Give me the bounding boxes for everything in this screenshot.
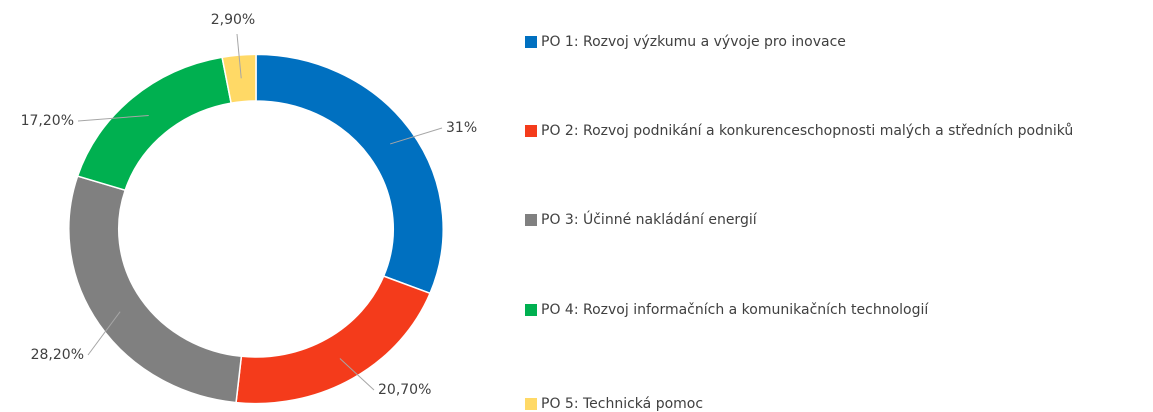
legend-label: PO 4: Rozvoj informačních a komunikačníc… [541, 302, 929, 318]
donut-slice [255, 53, 444, 295]
leader-line [87, 311, 121, 356]
leader-line [390, 127, 443, 145]
leader-line [77, 114, 149, 122]
legend-swatch [525, 36, 537, 48]
donut-slice [221, 53, 257, 104]
data-label: 20,70% [378, 382, 431, 398]
legend-swatch [525, 214, 537, 226]
legend-label: PO 1: Rozvoj výzkumu a vývoje pro inovac… [541, 34, 846, 50]
data-label: 28,20% [31, 347, 84, 363]
data-label: 2,90% [211, 12, 255, 28]
leader-line [339, 358, 375, 391]
legend-swatch [525, 304, 537, 316]
data-label: 17,20% [21, 113, 74, 129]
legend-label: PO 2: Rozvoj podnikání a konkurenceschop… [541, 123, 1073, 139]
donut-slice [68, 175, 243, 404]
data-label: 31% [446, 120, 477, 136]
legend-label: PO 5: Technická pomoc [541, 396, 703, 412]
legend-swatch [525, 398, 537, 410]
legend-swatch [525, 125, 537, 137]
donut-slice [76, 56, 233, 192]
leader-line [236, 33, 242, 79]
legend-label: PO 3: Účinné nakládání energií [541, 210, 758, 228]
